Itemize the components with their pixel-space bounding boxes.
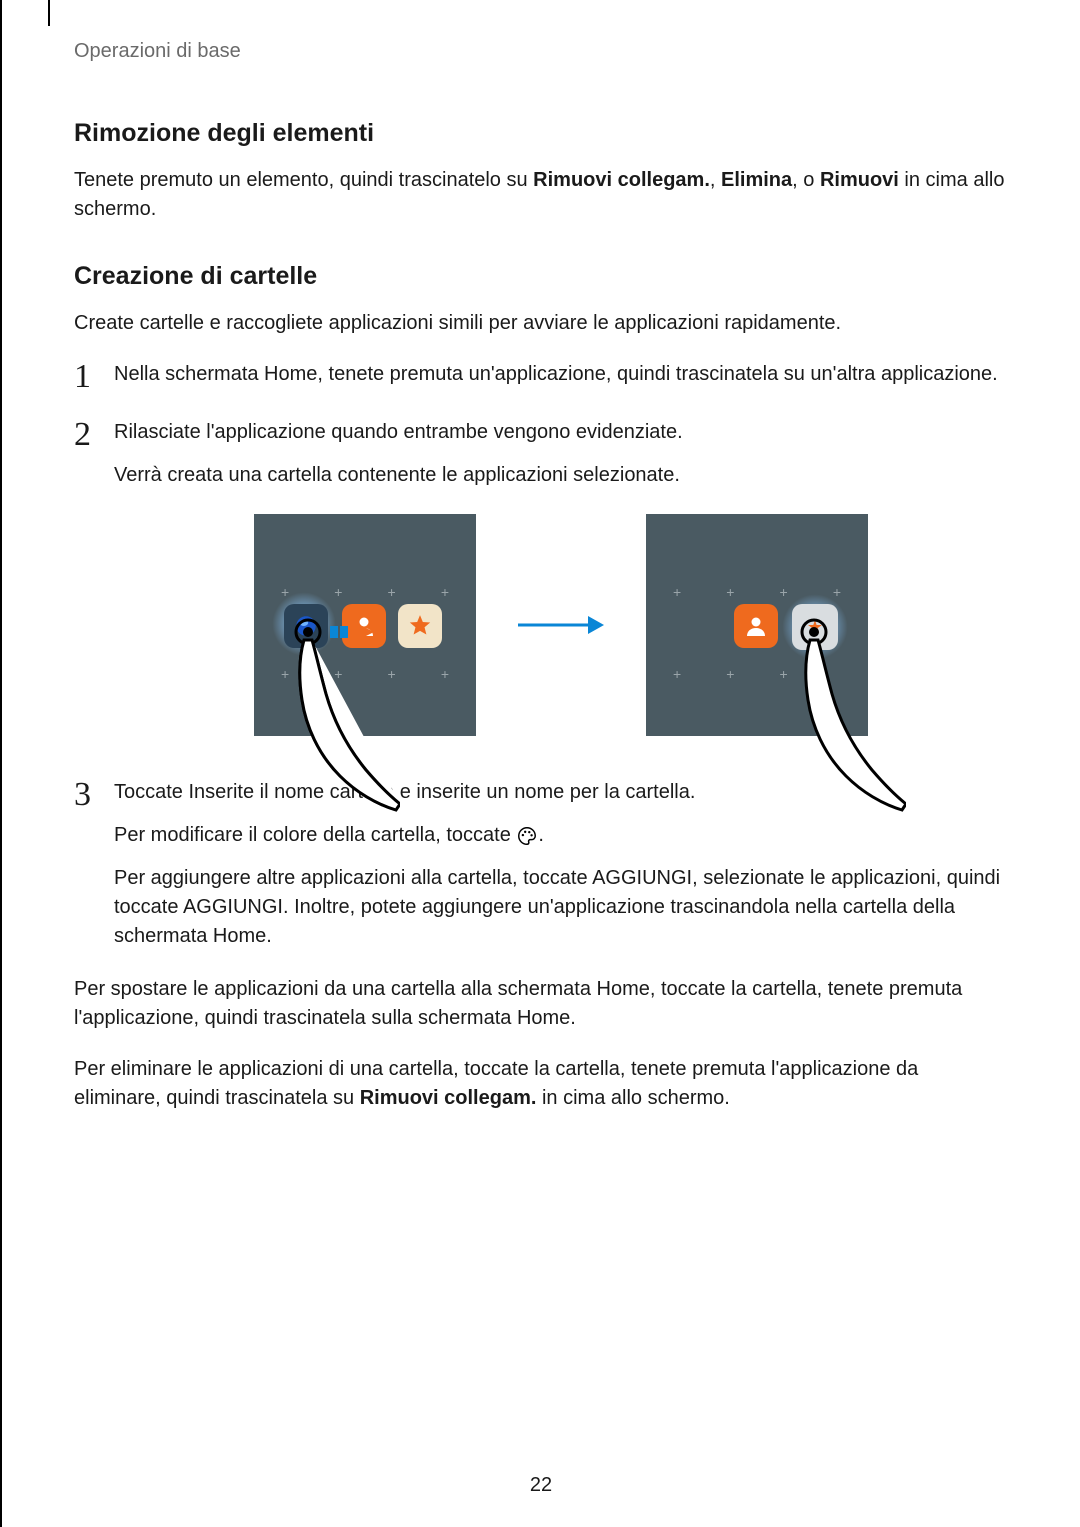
- step-text: Rilasciate l'applicazione quando entramb…: [114, 418, 1008, 447]
- section-create-folders: Creazione di cartelle Create cartelle e …: [74, 262, 1008, 1113]
- step-body: Rilasciate l'applicazione quando entramb…: [114, 418, 1008, 754]
- step-number: 2: [74, 418, 114, 452]
- section-remove-items: Rimozione degli elementi Tenete premuto …: [74, 119, 1008, 224]
- text: , o: [792, 169, 820, 191]
- step-1: 1 Nella schermata Home, tenete premuta u…: [74, 360, 1008, 394]
- bold-text: Rimuovi collegam.: [533, 169, 710, 191]
- hand-pointer-icon: [776, 614, 906, 814]
- star-icon: [407, 613, 433, 639]
- text: Per aggiungere altre applicazioni alla c…: [114, 867, 592, 889]
- text: Per modificare il colore della cartella,…: [114, 824, 516, 846]
- figure-right-screen: + + + + + + + ★: [646, 514, 868, 736]
- para-post2: Per eliminare le applicazioni di una car…: [74, 1055, 1008, 1113]
- para-intro: Create cartelle e raccogliete applicazio…: [74, 309, 1008, 338]
- text: ,: [710, 169, 721, 191]
- text: Toccate: [114, 781, 188, 803]
- bold-text: AGGIUNGI: [183, 896, 283, 918]
- person-icon: [744, 614, 768, 638]
- doc-page: Operazioni di base Rimozione degli eleme…: [0, 0, 1080, 1527]
- page-number: 22: [2, 1474, 1080, 1497]
- step-text: Verrà creata una cartella contenente le …: [114, 461, 1008, 490]
- hand-pointer-icon: [270, 614, 400, 814]
- palette-icon: [516, 825, 538, 847]
- arrow-right-icon: [516, 613, 606, 637]
- figure-arrow: [516, 613, 606, 637]
- step-number: 1: [74, 360, 114, 394]
- step-2: 2 Rilasciate l'applicazione quando entra…: [74, 418, 1008, 754]
- heading-folders: Creazione di cartelle: [74, 262, 1008, 291]
- step-text: Nella schermata Home, tenete premuta un'…: [114, 360, 1008, 389]
- para-post1: Per spostare le applicazioni da una cart…: [74, 975, 1008, 1033]
- text: in cima allo schermo.: [536, 1087, 729, 1109]
- bold-text: AGGIUNGI: [592, 867, 692, 889]
- bold-text: Elimina: [721, 169, 792, 191]
- para-remove: Tenete premuto un elemento, quindi trasc…: [74, 166, 1008, 224]
- text: .: [538, 824, 544, 846]
- text: e inserite un nome per la cartella.: [394, 781, 695, 803]
- bold-text: Rimuovi collegam.: [360, 1087, 537, 1109]
- heading-remove: Rimozione degli elementi: [74, 119, 1008, 148]
- figure-left-screen: + + + + + + + +: [254, 514, 476, 736]
- text: Tenete premuto un elemento, quindi trasc…: [74, 169, 533, 191]
- step-text: Per aggiungere altre applicazioni alla c…: [114, 864, 1008, 951]
- step-text: Per modificare il colore della cartella,…: [114, 821, 1008, 850]
- step-body: Nella schermata Home, tenete premuta un'…: [114, 360, 1008, 389]
- app-icon-star: [398, 604, 442, 648]
- app-icon-contact: [734, 604, 778, 648]
- figure-row: + + + + + + + +: [114, 514, 1008, 736]
- step-number: 3: [74, 778, 114, 812]
- breadcrumb: Operazioni di base: [74, 40, 1008, 63]
- bold-text: Rimuovi: [820, 169, 899, 191]
